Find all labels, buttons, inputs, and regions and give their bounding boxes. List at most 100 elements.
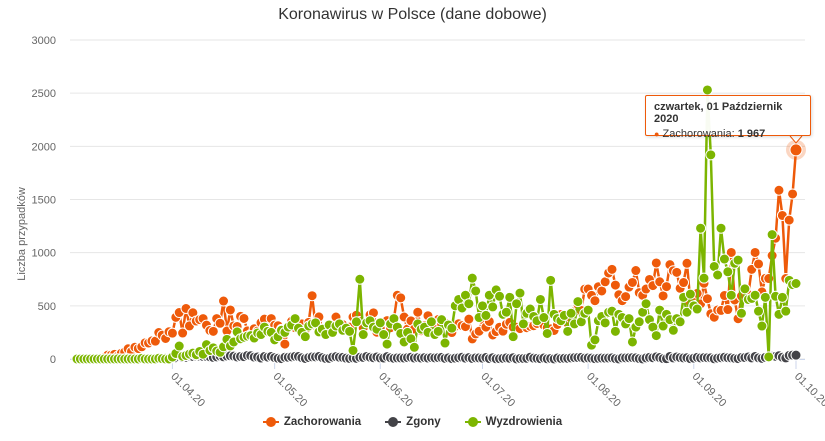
hovered-point [789,143,803,157]
data-point [739,283,751,295]
data-point [177,327,189,339]
data-point [681,306,693,318]
legend: Zachorowania Zgony Wyzdrowienia [0,416,825,428]
data-point [630,265,642,277]
data-point [626,336,638,348]
data-point [763,351,775,363]
legend-item-zachorowania[interactable]: Zachorowania [262,416,362,428]
data-point [753,305,765,317]
x-tick-label: 01.08.20 [584,371,623,410]
data-point [623,313,635,325]
y-tick-label: 1500 [32,195,56,207]
data-point [681,257,693,269]
series-dot-icon: ● [654,129,660,139]
data-point [306,290,318,302]
data-point [749,246,761,258]
data-point [517,318,529,330]
data-point [661,281,673,293]
y-tick-label: 0 [50,354,56,366]
data-point [494,290,506,302]
x-tick-label: 01.05.20 [271,371,310,410]
data-point [589,334,601,346]
data-point [395,292,407,304]
data-point [678,277,690,289]
tooltip-pointer [789,135,803,144]
data-point [705,149,717,161]
data-point [572,296,584,308]
data-point [684,288,696,300]
x-tick-label: 01.04.20 [168,371,207,410]
data-point [715,222,727,234]
data-point [477,300,489,312]
y-tick-label: 500 [38,301,56,313]
data-point [463,313,475,325]
data-point [667,324,679,336]
data-point [735,307,747,319]
data-point [763,273,775,285]
data-point [701,293,713,305]
data-point [541,327,553,339]
data-point [725,289,737,301]
data-point [425,316,437,328]
x-tick-label: 01.09.20 [690,371,729,410]
data-point [374,317,386,329]
legend-label: Zachorowania [283,416,362,428]
tooltip-row: ● Zachorowania: 1 967 [654,128,802,140]
data-point [657,290,669,302]
x-tick-label: 01.10.20 [792,371,825,410]
data-point [674,316,686,328]
legend-label: Zgony [406,416,441,428]
data-point [511,298,523,310]
y-tick-label: 2000 [32,141,56,153]
data-point [463,298,475,310]
data-point [766,229,778,241]
tooltip-series-label: Zachorowania: [662,128,738,140]
data-point [500,306,512,318]
data-point [722,266,734,278]
data-point [507,331,519,343]
data-point [504,291,516,303]
data-point [487,301,499,313]
data-point [538,312,550,324]
data-point [408,341,420,353]
data-point [650,330,662,342]
data-point [289,313,301,325]
data-point [606,263,618,275]
data-point [350,316,362,328]
data-point [589,295,601,307]
data-point [514,287,526,299]
data-point [790,278,802,290]
data-point [412,306,424,318]
data-point [446,322,458,334]
data-point [773,184,785,196]
data-point [698,272,710,284]
legend-symbol-icon [464,417,481,427]
data-point [657,320,669,332]
data-point [609,279,621,291]
data-point [712,269,724,281]
data-point [214,317,226,329]
tooltip: czwartek, 01 Październik 2020 ● Zachorow… [645,95,811,140]
data-point [650,257,662,269]
data-point [722,304,734,316]
legend-item-wyzdrowienia[interactable]: Wyzdrowienia [464,416,562,428]
data-point [596,285,608,297]
legend-symbol-icon [262,417,279,427]
data-point [701,84,713,96]
legend-item-zgony[interactable]: Zgony [385,416,441,428]
data-point [640,298,652,310]
data-point [439,337,451,349]
data-point [671,266,683,278]
data-point [534,293,546,305]
data-point [173,340,185,352]
data-point [354,273,366,285]
data-point [633,316,645,328]
legend-symbol-icon [385,417,402,427]
data-point [432,325,444,337]
data-point [787,188,799,200]
data-point [759,291,771,303]
data-point [753,258,765,270]
data-point [695,222,707,234]
data-point [224,304,236,316]
